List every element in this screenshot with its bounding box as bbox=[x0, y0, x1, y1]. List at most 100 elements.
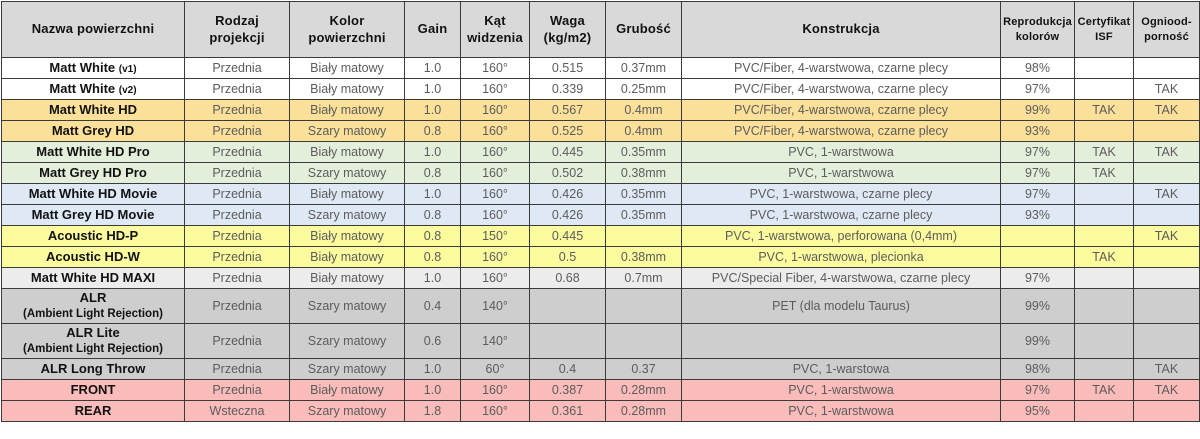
cell-thickness: 0.28mm bbox=[605, 400, 682, 422]
cell-isf: TAK bbox=[1074, 99, 1134, 121]
cell-thickness: 0.35mm bbox=[605, 183, 682, 205]
surface-name: ALR bbox=[79, 290, 107, 306]
cell-weight: 0.387 bbox=[529, 379, 606, 401]
cell-isf bbox=[1074, 400, 1134, 422]
cell-name: Acoustic HD-P bbox=[1, 225, 185, 247]
cell-gain: 1.0 bbox=[404, 267, 461, 289]
cell-construction: PVC, 1-warstwowa bbox=[681, 141, 1001, 163]
cell-reproduction: 93% bbox=[1000, 120, 1075, 142]
table-row-matt-grey-hd: Matt Grey HD Przednia Szary matowy 0.8 160° 0… bbox=[1, 120, 1200, 142]
cell-reproduction: 97% bbox=[1000, 183, 1075, 205]
cell-isf bbox=[1074, 204, 1134, 226]
cell-weight: 0.567 bbox=[529, 99, 606, 121]
cell-color: Biały matowy bbox=[289, 57, 405, 79]
cell-angle: 160° bbox=[460, 183, 530, 205]
cell-projection: Przednia bbox=[184, 78, 290, 100]
surface-name: Matt White bbox=[49, 59, 116, 75]
cell-fire: TAK bbox=[1133, 99, 1200, 121]
cell-name: Matt White HD Movie bbox=[1, 183, 185, 205]
cell-fire bbox=[1133, 162, 1200, 184]
cell-isf bbox=[1074, 78, 1134, 100]
cell-weight: 0.525 bbox=[529, 120, 606, 142]
column-header-color: Kolor powierzchni bbox=[289, 1, 405, 58]
cell-reproduction: 97% bbox=[1000, 162, 1075, 184]
table-row-rear: REAR Wsteczna Szary matowy 1.8 160° 0.361 0.28… bbox=[1, 400, 1200, 422]
cell-isf bbox=[1074, 288, 1134, 324]
column-header-construction: Konstrukcja bbox=[681, 1, 1001, 58]
cell-construction: PVC, 1-warstwowa, czarne plecy bbox=[681, 183, 1001, 205]
cell-color: Szary matowy bbox=[289, 120, 405, 142]
cell-weight: 0.445 bbox=[529, 225, 606, 247]
cell-color: Biały matowy bbox=[289, 183, 405, 205]
cell-fire: TAK bbox=[1133, 225, 1200, 247]
cell-gain: 1.0 bbox=[404, 57, 461, 79]
cell-isf: TAK bbox=[1074, 379, 1134, 401]
header-row: Nazwa powierzchni Rodzaj projekcji Kolor p… bbox=[1, 1, 1200, 58]
cell-thickness: 0.35mm bbox=[605, 141, 682, 163]
cell-fire bbox=[1133, 288, 1200, 324]
cell-name: REAR bbox=[1, 400, 185, 422]
cell-construction: PVC, 1-warstwowa bbox=[681, 400, 1001, 422]
cell-gain: 0.8 bbox=[404, 204, 461, 226]
cell-color: Szary matowy bbox=[289, 400, 405, 422]
cell-name: ALR Long Throw bbox=[1, 358, 185, 380]
cell-construction: PVC/Fiber, 4-warstwowa, czarne plecy bbox=[681, 120, 1001, 142]
surface-name: Matt White HD Pro bbox=[36, 143, 150, 159]
cell-construction: PET (dla modelu Taurus) bbox=[681, 288, 1001, 324]
cell-gain: 0.6 bbox=[404, 323, 461, 359]
cell-color: Szary matowy bbox=[289, 288, 405, 324]
column-header-reproduction: Reprodukcja kolorów bbox=[1000, 1, 1075, 58]
table-row-alr-lite: ALR Lite (Ambient Light Rejection) Przedni… bbox=[1, 323, 1200, 359]
cell-construction: PVC/Fiber, 4-warstwowa, czarne plecy bbox=[681, 99, 1001, 121]
table-row-matt-white-v2: Matt White (v2) Przednia Biały matowy 1.0 16… bbox=[1, 78, 1200, 100]
cell-projection: Przednia bbox=[184, 204, 290, 226]
cell-construction: PVC/Special Fiber, 4-warstwowa, czarne p… bbox=[681, 267, 1001, 289]
cell-fire bbox=[1133, 267, 1200, 289]
cell-angle: 160° bbox=[460, 78, 530, 100]
table-row-alr: ALR (Ambient Light Rejection) Przednia Szar… bbox=[1, 288, 1200, 324]
cell-thickness bbox=[605, 323, 682, 359]
cell-color: Szary matowy bbox=[289, 358, 405, 380]
cell-gain: 0.8 bbox=[404, 120, 461, 142]
cell-gain: 1.0 bbox=[404, 379, 461, 401]
surface-name-suffix: (v2) bbox=[118, 84, 137, 96]
cell-isf bbox=[1074, 225, 1134, 247]
cell-construction: PVC, 1-warstwowa, czarne plecy bbox=[681, 204, 1001, 226]
cell-thickness: 0.35mm bbox=[605, 204, 682, 226]
cell-gain: 1.0 bbox=[404, 183, 461, 205]
cell-reproduction: 93% bbox=[1000, 204, 1075, 226]
cell-reproduction bbox=[1000, 246, 1075, 268]
column-header-gain: Gain bbox=[404, 1, 461, 58]
cell-isf bbox=[1074, 323, 1134, 359]
surface-name: REAR bbox=[74, 402, 112, 418]
cell-name: Matt White HD Pro bbox=[1, 141, 185, 163]
cell-fire bbox=[1133, 204, 1200, 226]
table-row-alr-long-throw: ALR Long Throw Przednia Szary matowy 1.0 60°… bbox=[1, 358, 1200, 380]
table-row-matt-white-hd-movie: Matt White HD Movie Przednia Biały matowy 1… bbox=[1, 183, 1200, 205]
cell-fire bbox=[1133, 400, 1200, 422]
cell-angle: 160° bbox=[460, 204, 530, 226]
cell-weight: 0.426 bbox=[529, 204, 606, 226]
column-header-name: Nazwa powierzchni bbox=[1, 1, 185, 58]
cell-name: Matt Grey HD Pro bbox=[1, 162, 185, 184]
table-row-matt-white-hd-pro: Matt White HD Pro Przednia Biały matowy 1.0… bbox=[1, 141, 1200, 163]
surface-name-line2: (Ambient Light Rejection) bbox=[23, 342, 163, 355]
cell-projection: Przednia bbox=[184, 183, 290, 205]
cell-reproduction: 97% bbox=[1000, 267, 1075, 289]
cell-isf bbox=[1074, 267, 1134, 289]
table-row-acoustic-hd-w: Acoustic HD-W Przednia Biały matowy 0.8 160°… bbox=[1, 246, 1200, 268]
cell-isf: TAK bbox=[1074, 141, 1134, 163]
cell-isf bbox=[1074, 57, 1134, 79]
cell-fire bbox=[1133, 120, 1200, 142]
cell-fire: TAK bbox=[1133, 358, 1200, 380]
surface-name: Matt White HD MAXI bbox=[30, 269, 156, 285]
cell-reproduction bbox=[1000, 225, 1075, 247]
cell-name: ALR (Ambient Light Rejection) bbox=[1, 288, 185, 324]
cell-name: Matt Grey HD Movie bbox=[1, 204, 185, 226]
table-row-front: FRONT Przednia Biały matowy 1.0 160° 0.387 0.2… bbox=[1, 379, 1200, 401]
cell-weight bbox=[529, 323, 606, 359]
cell-name: ALR Lite (Ambient Light Rejection) bbox=[1, 323, 185, 359]
cell-isf: TAK bbox=[1074, 246, 1134, 268]
cell-projection: Przednia bbox=[184, 379, 290, 401]
cell-gain: 1.0 bbox=[404, 78, 461, 100]
